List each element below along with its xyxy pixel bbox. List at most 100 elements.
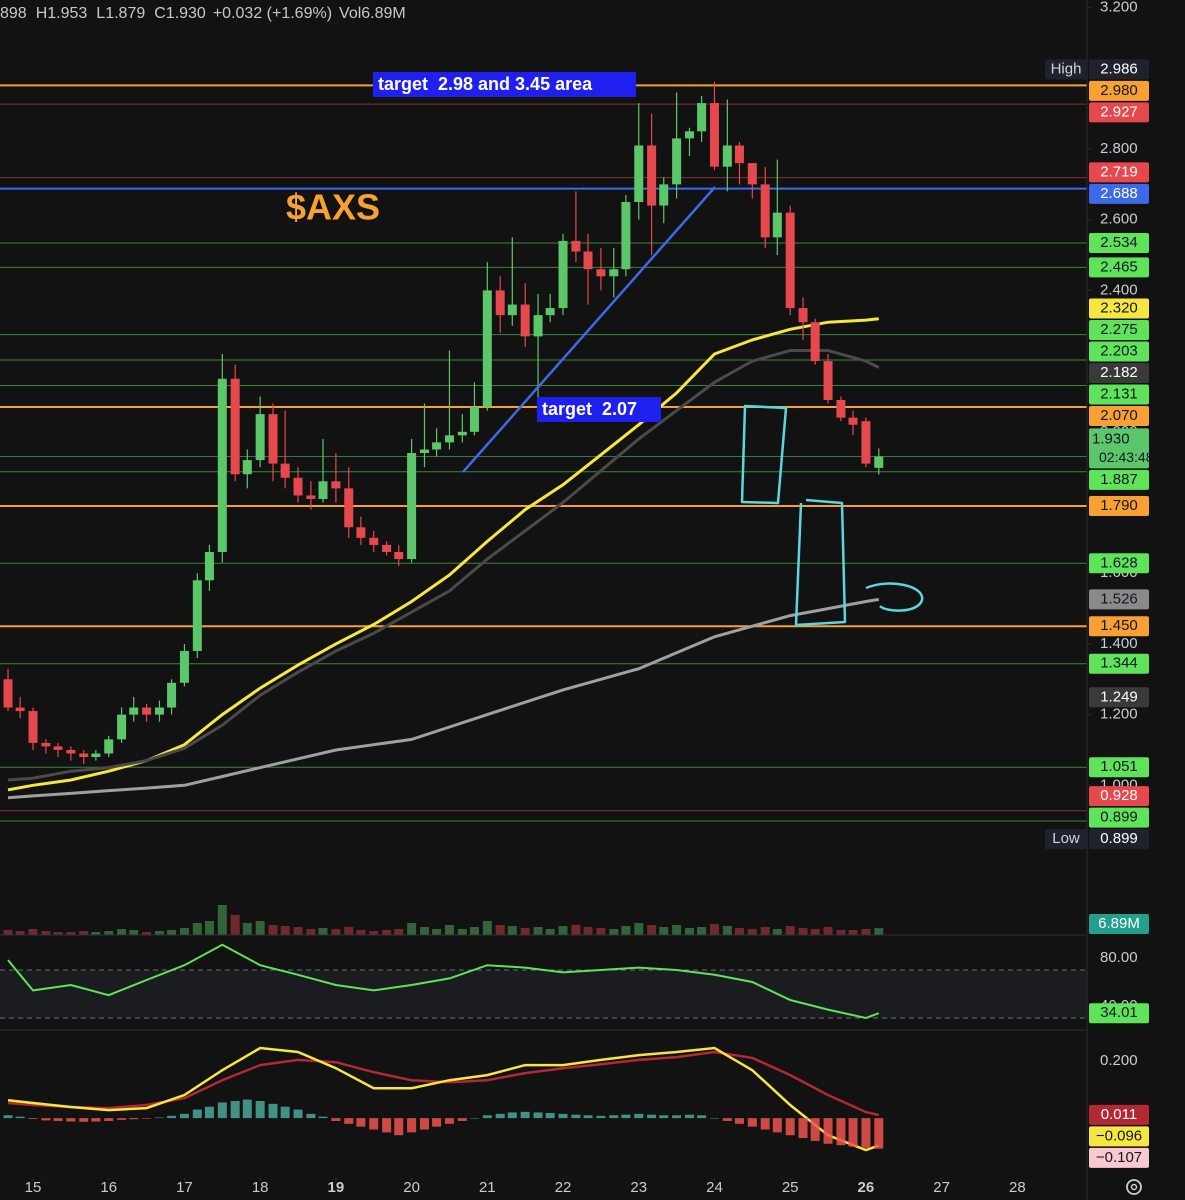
x-tick-label: 22	[555, 1179, 572, 1196]
x-tick-label: 21	[479, 1179, 496, 1196]
volume-label: 6.89M	[1098, 915, 1140, 932]
candle-body	[672, 138, 682, 185]
price-label-box	[1089, 319, 1149, 340]
macd-histogram-bar	[482, 1115, 492, 1119]
price-tag: High	[1051, 60, 1082, 77]
macd-histogram-bar	[142, 1118, 152, 1119]
price-label-box	[1089, 687, 1149, 708]
candle-body	[734, 145, 744, 164]
x-tick-label: 26	[858, 1179, 875, 1196]
volume-bar	[179, 928, 189, 935]
header-piece: Vol6.89M	[339, 5, 406, 22]
macd-histogram-bar	[659, 1115, 669, 1119]
volume-bar	[722, 926, 732, 935]
candle-body	[15, 707, 25, 712]
x-tick-label: 23	[630, 1179, 647, 1196]
macd-histogram-bar	[230, 1101, 240, 1119]
price-label-box	[1089, 469, 1149, 490]
candle-body	[407, 453, 417, 560]
volume-bar	[609, 929, 619, 935]
macd-histogram-bar	[15, 1116, 25, 1119]
rsi-tick-label: 80.00	[1100, 949, 1138, 966]
x-tick-label: 27	[933, 1179, 950, 1196]
settings-icon-center	[1130, 1183, 1138, 1191]
macd-histogram-bar	[861, 1118, 871, 1148]
macd-histogram-bar	[28, 1118, 38, 1119]
y-tick-label: 2.400	[1100, 281, 1138, 298]
annotation-box	[537, 397, 661, 422]
candle-body	[104, 739, 114, 754]
volume-bar	[457, 929, 467, 935]
candle-body	[268, 414, 278, 464]
drawn-circle	[865, 582, 924, 612]
volume-bar	[356, 930, 366, 935]
candle-body	[167, 682, 177, 708]
volume-bar	[142, 932, 152, 935]
price-label: 0.899	[1100, 830, 1138, 847]
macd-histogram-bar	[672, 1115, 682, 1119]
y-tick-label: 2.800	[1100, 140, 1138, 157]
volume-bar	[697, 927, 707, 935]
price-label-box	[1089, 496, 1149, 517]
volume-bar	[495, 925, 505, 935]
moving-average	[7, 597, 880, 800]
volume-bar	[861, 929, 871, 935]
candle-body	[545, 308, 555, 316]
price-label: 0.899	[1100, 809, 1138, 826]
volume-bar	[684, 928, 694, 935]
macd-histogram-bar	[545, 1112, 555, 1119]
price-label-box	[1089, 1147, 1149, 1168]
header-piece: C1.930	[154, 5, 206, 22]
y-tick-label: 2.600	[1100, 211, 1138, 228]
x-tick-label: 24	[706, 1179, 723, 1196]
candle-body	[79, 753, 89, 758]
price-label-box	[1089, 589, 1149, 610]
candle-body	[117, 714, 127, 740]
macd-histogram-bar	[432, 1118, 442, 1127]
macd-histogram-bar	[495, 1113, 505, 1119]
candle-body	[634, 145, 644, 203]
candle-body	[419, 449, 429, 454]
volume-bar	[785, 926, 795, 935]
volume-bar	[3, 930, 13, 935]
candle-body	[659, 184, 669, 206]
candle-body	[242, 460, 252, 475]
price-tag-box	[1045, 829, 1087, 850]
candle-body	[823, 361, 833, 400]
price-label: 2.320	[1100, 299, 1138, 316]
macd-histogram-bar	[836, 1118, 846, 1146]
candle-body	[533, 315, 543, 337]
volume-bar	[659, 927, 669, 935]
rsi-label-box	[1089, 1003, 1149, 1024]
candle-body	[293, 477, 303, 496]
price-label: 2.203	[1100, 342, 1138, 359]
price-label-box	[1089, 1104, 1149, 1125]
macd-histogram-bar	[647, 1114, 657, 1119]
volume-bar	[217, 905, 227, 935]
candle-body	[344, 488, 354, 528]
macd-histogram-bar	[394, 1118, 404, 1136]
symbol-label: $AXS	[286, 187, 380, 228]
macd-histogram-bar	[507, 1112, 517, 1119]
candle-body	[53, 746, 63, 750]
rsi-band	[0, 970, 1087, 1019]
candle-body	[230, 378, 240, 475]
candle-body	[874, 456, 884, 468]
volume-bar	[482, 921, 492, 935]
volume-bar	[621, 926, 631, 935]
macd-histogram-bar	[280, 1106, 290, 1119]
candle-body	[331, 481, 341, 489]
volume-bar	[66, 932, 76, 935]
volume-bar	[772, 929, 782, 935]
macd-histogram-bar	[53, 1118, 63, 1121]
settings-icon[interactable]	[1126, 1179, 1142, 1195]
volume-bar	[520, 928, 530, 935]
candle-body	[507, 304, 517, 316]
macd-histogram-bar	[533, 1112, 543, 1119]
price-label-box	[1089, 1126, 1149, 1147]
candle-body	[469, 407, 479, 432]
macd-histogram-bar	[583, 1115, 593, 1119]
price-label-box	[1089, 616, 1149, 637]
